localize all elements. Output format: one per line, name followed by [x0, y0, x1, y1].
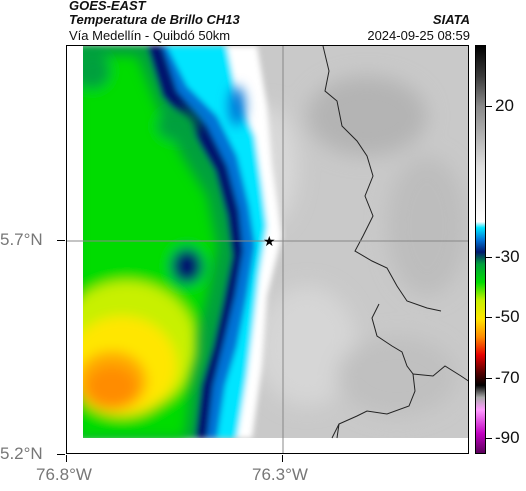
no-data-bottom	[67, 438, 468, 453]
lon-label-76.8: 76.8°W	[36, 465, 92, 484]
colorbar-tick	[486, 377, 492, 379]
lat-label-5.2: 5.2°N	[0, 444, 43, 463]
cloud-core	[67, 53, 245, 438]
map-panel[interactable]: ★	[66, 45, 469, 454]
no-data-left	[67, 46, 83, 453]
colorbar-tick	[486, 257, 492, 258]
colorbar-tick	[486, 317, 492, 319]
lon-tick	[66, 455, 67, 462]
lat-label-5.7: 5.7°N	[0, 230, 43, 249]
admin-boundaries	[322, 46, 468, 439]
colorbar-tick-label: -70	[495, 367, 520, 387]
product-title: Temperatura de Brillo CH13	[69, 12, 240, 27]
colorbar-tick-label: 20	[495, 96, 514, 116]
colorbar-tick-label: -90	[495, 427, 520, 447]
colorbar	[475, 45, 486, 454]
organization-label: SIATA	[432, 12, 470, 27]
lon-label-76.3: 76.3°W	[252, 465, 308, 484]
colorbar-tick-label: -30	[495, 247, 520, 266]
colorbar-tick	[486, 106, 492, 108]
colorbar-tick	[486, 437, 492, 439]
brightness-temperature-map: ★	[67, 46, 468, 453]
region-subtitle: Vía Medellín - Quibdó 50km	[69, 28, 231, 43]
satellite-title: GOES-EAST	[69, 0, 146, 13]
lat-tick	[57, 454, 65, 455]
timestamp-label: 2024-09-25 08:59	[367, 28, 470, 43]
lat-tick	[57, 240, 65, 241]
colorbar-tick-label: -50	[495, 307, 520, 327]
lon-tick	[282, 455, 283, 462]
colorbar-gradient	[476, 46, 485, 453]
location-star-icon: ★	[263, 234, 276, 250]
colorbar-fill	[476, 46, 485, 453]
